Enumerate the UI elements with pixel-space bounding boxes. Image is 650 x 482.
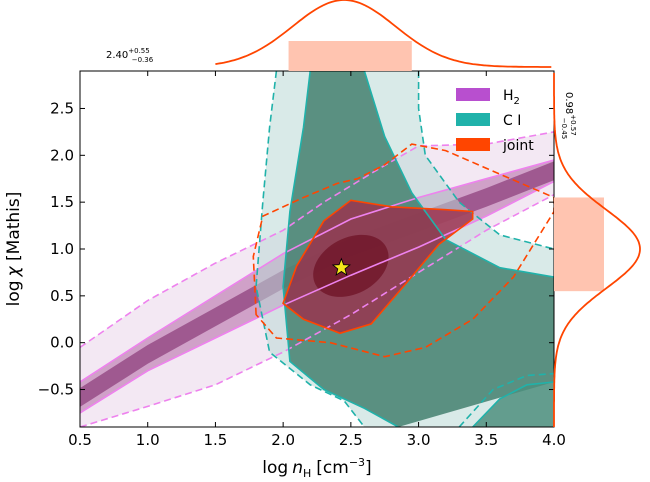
x-ticks: 0.5 1.0 1.5 2.0 2.5 3.0 3.5 4.0: [68, 71, 566, 449]
x-tick-label: 4.0: [542, 431, 566, 449]
density-heatmap: [80, 71, 554, 427]
x-tick-label: 2.0: [271, 431, 295, 449]
legend-label-h2: H2: [503, 88, 520, 107]
legend: H2 C I joint: [456, 88, 534, 154]
y-tick-label: 0.0: [50, 334, 74, 352]
legend-swatch-joint: [456, 138, 490, 151]
legend-label-joint: joint: [502, 138, 534, 154]
ci-contour-dashed-right: [417, 71, 554, 250]
h2-contour-dashed-lower: [80, 193, 554, 427]
ci-contour-dashed-bottom: [458, 372, 554, 427]
joint-contour-dashed: [252, 143, 554, 358]
y-ticks: −0.5 0.0 0.5 1.0 1.5 2.0 2.5: [38, 99, 554, 399]
x-tick-label: 1.0: [136, 431, 160, 449]
legend-label-ci: C I: [503, 113, 521, 129]
x-tick-label: 3.0: [407, 431, 431, 449]
x-tick-label: 1.5: [203, 431, 227, 449]
y-tick-label: −0.5: [38, 381, 74, 399]
ci-contour-solid-bottom: [472, 381, 554, 427]
contour-layer: [80, 71, 554, 427]
legend-swatch-h2: [456, 88, 490, 101]
y-tick-label: 2.5: [50, 99, 74, 117]
marginal-x-estimate: 2.40+0.55 −0.36: [106, 47, 154, 64]
ci-contour-solid-left: [282, 71, 399, 427]
marginal-x-panel: [215, 0, 552, 71]
best-fit-layer: [331, 257, 351, 276]
ci-contour-solid-right: [363, 71, 554, 278]
y-tick-label: 1.0: [50, 240, 74, 258]
joint-density-core: [313, 234, 389, 297]
joint-contour-solid: [282, 199, 474, 335]
marginal-y-estimate: 0.98+0.57−0.45: [560, 92, 577, 139]
marginal-y-curve: [553, 72, 641, 427]
x-tick-label: 2.5: [339, 431, 363, 449]
ci-contour-dashed-left: [255, 71, 366, 427]
best-fit-star: [331, 257, 351, 276]
h2-contour-solid-lower: [80, 180, 554, 414]
x-axis-label: log nH [cm−3]: [262, 456, 371, 480]
y-tick-label: 0.5: [50, 287, 74, 305]
y-tick-label: 2.0: [50, 146, 74, 164]
legend-swatch-ci: [456, 113, 490, 126]
x-tick-label: 0.5: [68, 431, 92, 449]
y-axis-label: logχ [Mathis]: [4, 192, 24, 307]
marginal-y-panel: [553, 72, 641, 427]
h2-contour-solid-upper: [80, 159, 554, 383]
marginal-x-curve: [215, 0, 552, 68]
marginal-y-interval: [554, 197, 604, 292]
marginal-x-interval: [288, 41, 412, 71]
ci-density-corner: [472, 382, 554, 427]
x-tick-label: 3.5: [474, 431, 498, 449]
y-tick-label: 1.5: [50, 193, 74, 211]
